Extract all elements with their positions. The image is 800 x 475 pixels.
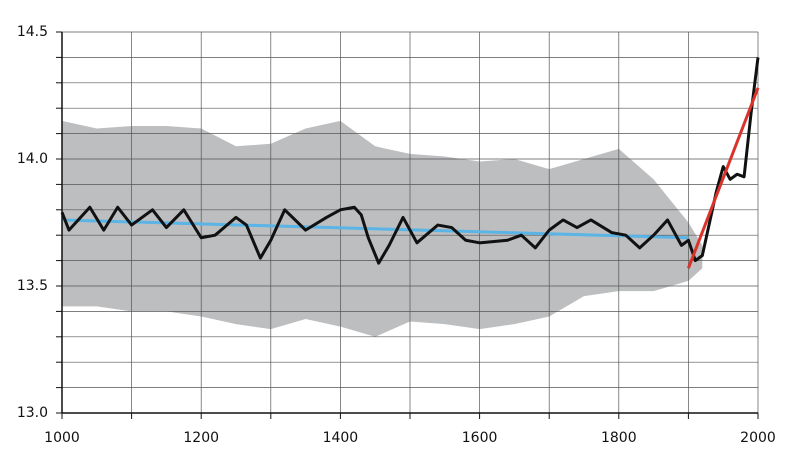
x-tick-label: 1400 <box>323 430 359 446</box>
x-tick-label: 1800 <box>601 430 637 446</box>
y-tick-label: 14.5 <box>17 24 48 40</box>
x-tick-label: 1600 <box>462 430 498 446</box>
series-line <box>60 57 760 265</box>
series-line <box>61 218 689 240</box>
y-tick-label: 14.0 <box>17 151 48 167</box>
series-line <box>687 87 760 269</box>
x-tick-label: 1200 <box>183 430 219 446</box>
x-tick-label: 2000 <box>740 430 776 446</box>
x-tick-label: 1000 <box>44 430 80 446</box>
y-tick-label: 13.5 <box>17 278 48 294</box>
y-tick-label: 13.0 <box>17 405 48 421</box>
